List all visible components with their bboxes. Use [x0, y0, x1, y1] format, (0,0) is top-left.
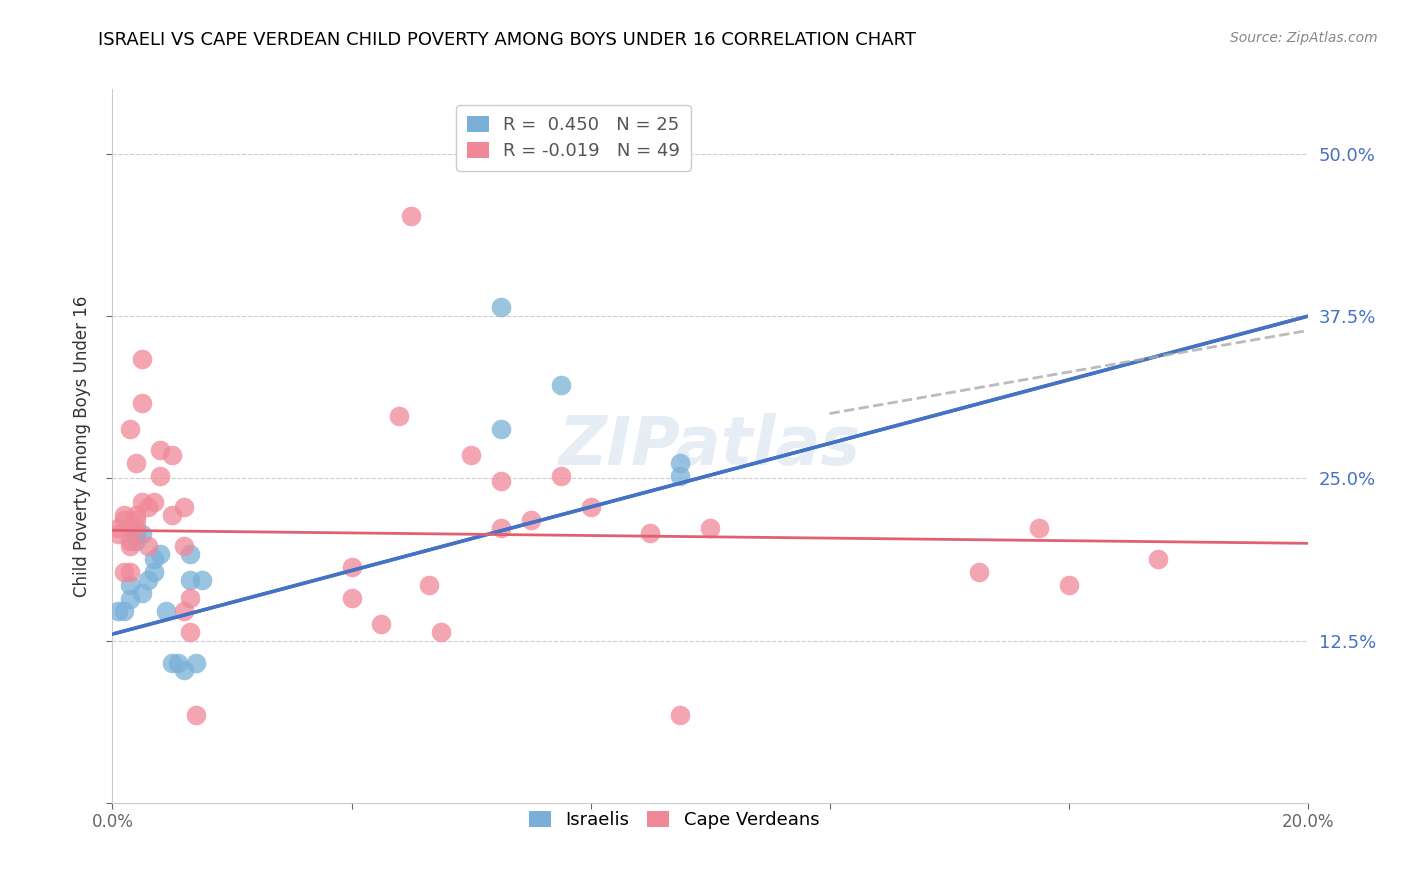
Point	[162, 448, 183, 462]
Point	[640, 525, 662, 540]
Point	[173, 664, 195, 678]
Point	[149, 468, 172, 483]
Point	[131, 352, 153, 367]
Point	[162, 656, 183, 670]
Point	[125, 456, 148, 470]
Point	[460, 448, 482, 462]
Point	[401, 210, 423, 224]
Point	[579, 500, 602, 514]
Point	[143, 552, 166, 566]
Text: Source: ZipAtlas.com: Source: ZipAtlas.com	[1230, 31, 1378, 45]
Point	[1028, 521, 1050, 535]
Point	[550, 468, 572, 483]
Point	[114, 565, 135, 579]
Point	[120, 539, 142, 553]
Point	[114, 508, 135, 522]
Legend: Israelis, Cape Verdeans: Israelis, Cape Verdeans	[522, 804, 827, 837]
Point	[114, 604, 135, 618]
Point	[186, 707, 208, 722]
Point	[107, 604, 129, 618]
Point	[120, 565, 142, 579]
Point	[120, 533, 142, 548]
Text: ZIPatlas: ZIPatlas	[560, 413, 860, 479]
Y-axis label: Child Poverty Among Boys Under 16: Child Poverty Among Boys Under 16	[73, 295, 91, 597]
Point	[155, 604, 177, 618]
Point	[120, 578, 142, 592]
Point	[520, 513, 543, 527]
Point	[967, 565, 990, 579]
Point	[114, 513, 135, 527]
Point	[125, 521, 148, 535]
Point	[120, 592, 142, 607]
Point	[131, 495, 153, 509]
Point	[107, 527, 129, 541]
Point	[167, 656, 190, 670]
Point	[138, 573, 160, 587]
Point	[173, 539, 195, 553]
Point	[131, 396, 153, 410]
Point	[430, 624, 453, 639]
Point	[125, 508, 148, 522]
Point	[370, 616, 392, 631]
Point	[340, 559, 363, 574]
Point	[149, 547, 172, 561]
Point	[489, 521, 512, 535]
Point	[143, 495, 166, 509]
Point	[162, 508, 183, 522]
Point	[125, 527, 148, 541]
Point	[489, 300, 512, 314]
Point	[669, 456, 692, 470]
Point	[191, 573, 214, 587]
Point	[107, 521, 129, 535]
Point	[418, 578, 440, 592]
Point	[489, 422, 512, 436]
Point	[120, 422, 142, 436]
Point	[173, 604, 195, 618]
Point	[125, 513, 148, 527]
Point	[149, 442, 172, 457]
Point	[138, 500, 160, 514]
Point	[669, 707, 692, 722]
Text: ISRAELI VS CAPE VERDEAN CHILD POVERTY AMONG BOYS UNDER 16 CORRELATION CHART: ISRAELI VS CAPE VERDEAN CHILD POVERTY AM…	[98, 31, 917, 49]
Point	[1057, 578, 1080, 592]
Point	[340, 591, 363, 605]
Point	[1147, 552, 1170, 566]
Point	[388, 409, 411, 424]
Point	[699, 521, 721, 535]
Point	[131, 585, 153, 599]
Point	[186, 656, 208, 670]
Point	[143, 565, 166, 579]
Point	[179, 547, 201, 561]
Point	[179, 591, 201, 605]
Point	[669, 468, 692, 483]
Point	[489, 474, 512, 488]
Point	[138, 539, 160, 553]
Point	[179, 624, 201, 639]
Point	[131, 527, 153, 541]
Point	[125, 533, 148, 548]
Point	[173, 500, 195, 514]
Point	[179, 573, 201, 587]
Point	[550, 378, 572, 392]
